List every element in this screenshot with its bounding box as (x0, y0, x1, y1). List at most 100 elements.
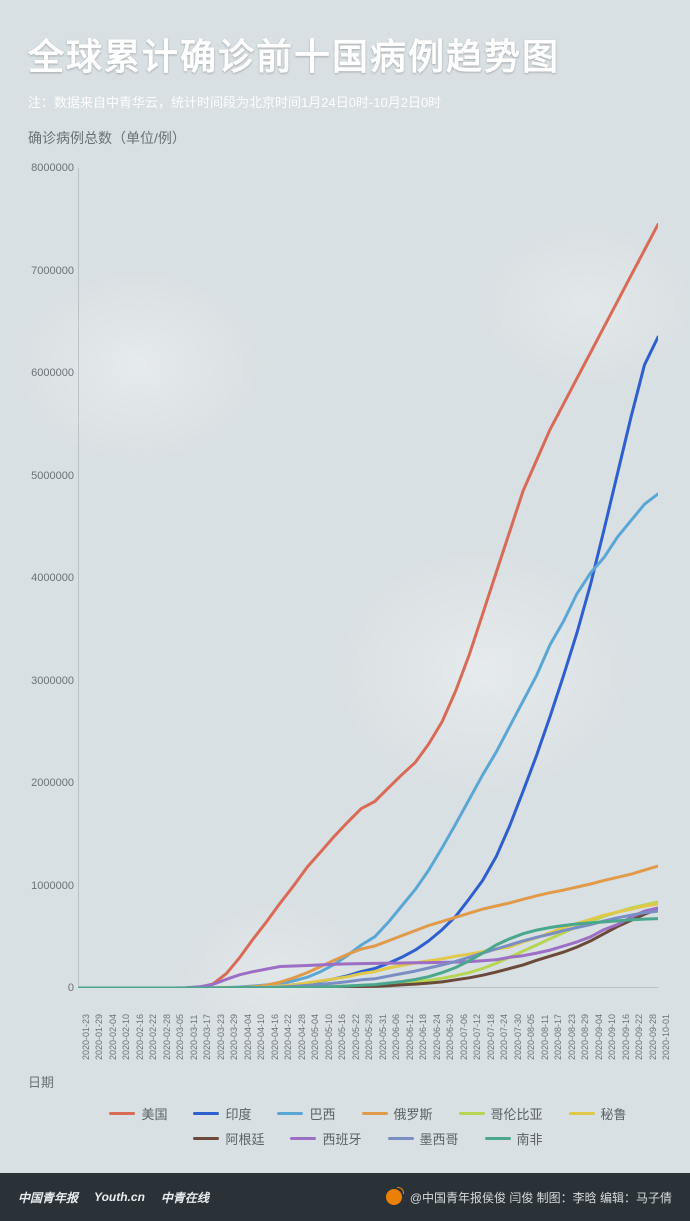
x-tick: 2020-05-16 (337, 1014, 347, 1060)
legend-swatch (193, 1137, 219, 1140)
x-tick: 2020-06-24 (432, 1014, 442, 1060)
header: 全球累计确诊前十国病例趋势图 注：数据来自中青华云，统计时间段为北京时间1月24… (0, 0, 690, 125)
legend-label: 西班牙 (322, 1129, 361, 1148)
page-root: 全球累计确诊前十国病例趋势图 注：数据来自中青华云，统计时间段为北京时间1月24… (0, 0, 690, 1221)
legend-swatch (388, 1137, 414, 1140)
x-tick: 2020-01-23 (81, 1014, 91, 1060)
series-印度 (78, 337, 658, 988)
x-tick: 2020-07-30 (513, 1014, 523, 1060)
legend-item: 哥伦比亚 (459, 1104, 543, 1123)
legend-label: 印度 (225, 1104, 251, 1123)
legend-item: 西班牙 (290, 1129, 361, 1148)
y-axis-label: 确诊病例总数（单位/例） (28, 128, 186, 148)
legend-label: 阿根廷 (225, 1129, 264, 1148)
legend-item: 秘鲁 (569, 1104, 627, 1123)
legend-item: 印度 (193, 1104, 251, 1123)
y-tick: 5000000 (18, 470, 74, 482)
x-tick: 2020-09-22 (634, 1014, 644, 1060)
x-tick: 2020-04-16 (270, 1014, 280, 1060)
x-tick: 2020-08-29 (580, 1014, 590, 1060)
chart-subtitle: 注：数据来自中青华云，统计时间段为北京时间1月24日0时-10月2日0时 (28, 92, 662, 111)
x-tick: 2020-03-23 (216, 1014, 226, 1060)
x-tick: 2020-06-18 (418, 1014, 428, 1060)
x-tick: 2020-01-29 (94, 1014, 104, 1060)
footer-bar: 中国青年报 Youth.cn 中青在线 @中国青年报侯俊 闫俊 制图：李晗 编辑… (0, 1173, 690, 1221)
x-tick: 2020-07-18 (486, 1014, 496, 1060)
plot-area (78, 168, 658, 988)
x-tick: 2020-05-28 (364, 1014, 374, 1060)
x-tick: 2020-06-06 (391, 1014, 401, 1060)
legend-item: 美国 (109, 1104, 167, 1123)
legend-label: 哥伦比亚 (491, 1104, 543, 1123)
x-tick: 2020-07-24 (499, 1014, 509, 1060)
x-tick: 2020-05-04 (310, 1014, 320, 1060)
y-tick: 8000000 (18, 162, 74, 174)
x-tick: 2020-09-16 (621, 1014, 631, 1060)
legend-swatch (362, 1112, 388, 1115)
x-tick: 2020-05-22 (351, 1014, 361, 1060)
footer-logo-1: 中国青年报 (18, 1189, 78, 1206)
x-tick: 2020-09-10 (607, 1014, 617, 1060)
x-tick: 2020-09-28 (648, 1014, 658, 1060)
x-tick: 2020-04-22 (283, 1014, 293, 1060)
x-axis-label: 日期 (28, 1072, 54, 1091)
x-tick: 2020-08-05 (526, 1014, 536, 1060)
legend-item: 阿根廷 (193, 1129, 264, 1148)
y-tick: 1000000 (18, 880, 74, 892)
footer-credits: @中国青年报侯俊 闫俊 制图：李晗 编辑：马子倩 (386, 1189, 672, 1206)
x-tick: 2020-03-17 (202, 1014, 212, 1060)
x-tick: 2020-04-04 (243, 1014, 253, 1060)
x-tick-container: 2020-01-232020-01-29 2020-02-042020-02-10… (78, 996, 658, 1106)
y-tick-container: 0100000020000003000000400000050000006000… (18, 168, 74, 988)
series-巴西 (78, 494, 658, 988)
x-tick: 2020-08-23 (567, 1014, 577, 1060)
x-tick: 2020-02-28 (162, 1014, 172, 1060)
x-tick: 2020-04-28 (297, 1014, 307, 1060)
x-tick: 2020-07-12 (472, 1014, 482, 1060)
y-tick: 6000000 (18, 367, 74, 379)
chart-title: 全球累计确诊前十国病例趋势图 (28, 28, 662, 80)
legend-swatch (459, 1112, 485, 1115)
legend-item: 墨西哥 (388, 1129, 459, 1148)
y-tick: 3000000 (18, 675, 74, 687)
footer-logo-2: Youth.cn (94, 1190, 145, 1204)
legend-item: 巴西 (277, 1104, 335, 1123)
legend-label: 美国 (141, 1104, 167, 1123)
x-tick: 2020-02-10 (121, 1014, 131, 1060)
footer-logo-3: 中青在线 (161, 1189, 209, 1206)
x-tick: 2020-08-17 (553, 1014, 563, 1060)
y-tick: 2000000 (18, 777, 74, 789)
x-tick: 2020-03-05 (175, 1014, 185, 1060)
legend-label: 俄罗斯 (394, 1104, 433, 1123)
legend-label: 巴西 (309, 1104, 335, 1123)
legend-label: 墨西哥 (420, 1129, 459, 1148)
x-tick: 2020-09-04 (594, 1014, 604, 1060)
legend-label: 秘鲁 (601, 1104, 627, 1123)
legend-item: 南非 (485, 1129, 543, 1148)
legend: 美国 印度 巴西 俄罗斯 哥伦比亚 秘鲁阿根廷 西班牙 墨西哥 南非 (78, 1104, 658, 1148)
x-tick: 2020-05-31 (378, 1014, 388, 1060)
legend-swatch (193, 1112, 219, 1115)
legend-label: 南非 (517, 1129, 543, 1148)
x-tick: 2020-10-01 (661, 1014, 671, 1060)
x-tick: 2020-07-06 (459, 1014, 469, 1060)
x-tick: 2020-06-12 (405, 1014, 415, 1060)
legend-swatch (569, 1112, 595, 1115)
x-tick: 2020-03-29 (229, 1014, 239, 1060)
legend-swatch (277, 1112, 303, 1115)
y-tick: 4000000 (18, 572, 74, 584)
legend-item: 俄罗斯 (362, 1104, 433, 1123)
legend-swatch (290, 1137, 316, 1140)
x-tick: 2020-05-10 (324, 1014, 334, 1060)
y-tick: 7000000 (18, 265, 74, 277)
line-chart: 0100000020000003000000400000050000006000… (78, 168, 658, 988)
x-tick: 2020-03-11 (189, 1015, 199, 1060)
weibo-icon (386, 1189, 402, 1205)
legend-swatch (485, 1137, 511, 1140)
x-tick: 2020-02-04 (108, 1014, 118, 1060)
y-tick: 0 (18, 982, 74, 994)
x-tick: 2020-08-11 (540, 1015, 550, 1060)
x-tick: 2020-04-10 (256, 1014, 266, 1060)
x-tick: 2020-02-16 (135, 1014, 145, 1060)
x-tick: 2020-02-22 (148, 1014, 158, 1060)
